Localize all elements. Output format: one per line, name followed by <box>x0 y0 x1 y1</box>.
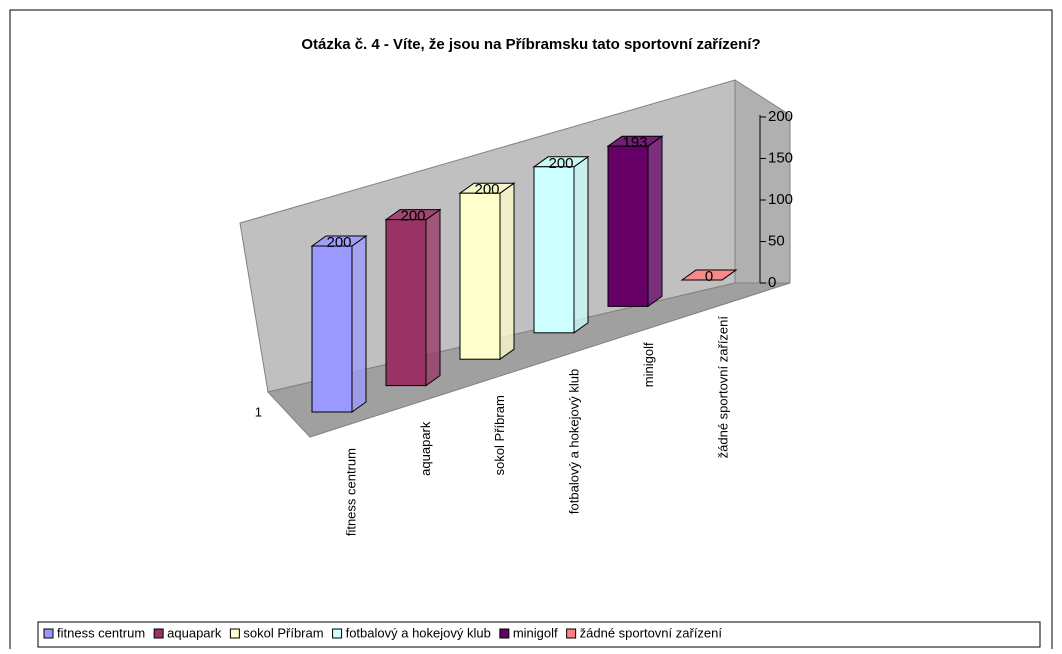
series-axis-label: žádné sportovní zařízení <box>715 316 730 459</box>
y-tick-label: 150 <box>768 149 793 166</box>
series-axis-label: fotbalový a hokejový klub <box>567 369 582 514</box>
series-axis-label: aquapark <box>418 421 433 476</box>
legend-label: fitness centrum <box>57 625 145 640</box>
legend-swatch <box>229 628 240 639</box>
category-label: 1 <box>255 404 262 419</box>
series-axis-label: fitness centrum <box>343 448 358 536</box>
y-tick-label: 100 <box>768 191 793 208</box>
data-label: 200 <box>326 234 351 251</box>
legend-label: aquapark <box>167 625 222 640</box>
data-label: 193 <box>622 134 647 151</box>
y-tick-label: 0 <box>768 274 776 291</box>
legend-label: sokol Příbram <box>243 625 323 640</box>
series-axis-label: sokol Příbram <box>492 395 507 475</box>
legend-label: minigolf <box>513 625 558 640</box>
data-label: 200 <box>474 181 499 198</box>
bar-side <box>425 208 441 387</box>
bar-side <box>573 155 589 334</box>
data-label: 0 <box>705 268 713 285</box>
chart-title: Otázka č. 4 - Víte, že jsou na Příbramsk… <box>301 36 760 53</box>
bar <box>385 219 427 387</box>
legend <box>37 621 1041 648</box>
bar-side <box>499 182 515 361</box>
legend-swatch <box>332 628 343 639</box>
legend-swatch <box>153 628 164 639</box>
legend-swatch <box>566 628 577 639</box>
legend-swatch <box>43 628 54 639</box>
bar <box>533 166 575 334</box>
series-axis-label: minigolf <box>641 342 656 387</box>
data-label: 200 <box>548 155 573 172</box>
y-tick-label: 200 <box>768 108 793 125</box>
y-tick-label: 50 <box>768 232 785 249</box>
bar <box>459 192 501 360</box>
legend-label: fotbalový a hokejový klub <box>346 625 491 640</box>
bar-top <box>680 269 738 281</box>
bar-side <box>351 235 367 413</box>
legend-label: žádné sportovní zařízení <box>580 625 723 640</box>
bar <box>607 145 649 307</box>
bar-side <box>647 135 663 308</box>
legend-swatch <box>499 628 510 639</box>
data-label: 200 <box>400 208 425 225</box>
bar <box>311 245 353 413</box>
